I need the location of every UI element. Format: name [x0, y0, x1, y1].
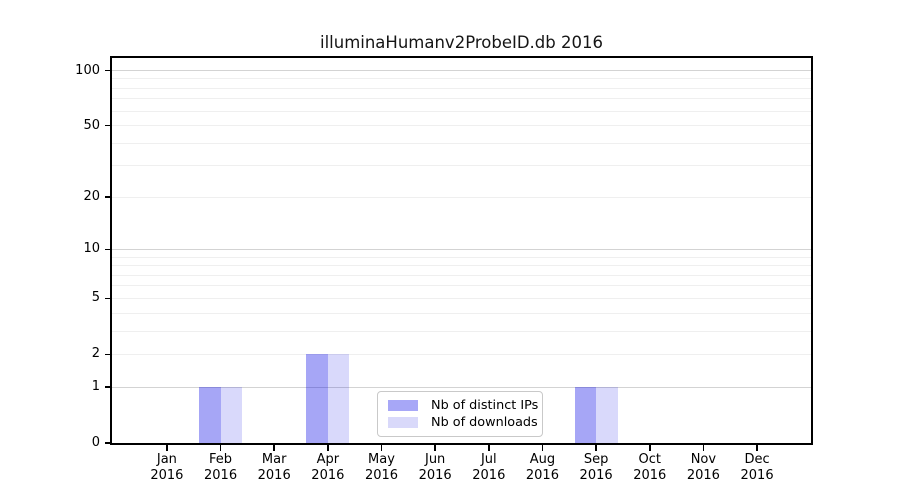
gridline-major [112, 248, 811, 250]
y-tick-label: 5 [91, 290, 100, 306]
bar-nb-of-downloads-feb [220, 387, 243, 443]
x-tick-label: Feb 2016 [190, 452, 252, 483]
gridline-minor [112, 78, 811, 80]
x-tick-label: Nov 2016 [672, 452, 734, 483]
x-tick [595, 444, 597, 451]
y-tick-label: 50 [83, 117, 100, 133]
x-tick-label-month: Jan [156, 452, 177, 467]
x-tick-label-year: 2016 [633, 467, 667, 483]
x-tick-label-year: 2016 [257, 467, 291, 483]
x-tick-label-month: Aug [529, 452, 556, 467]
x-tick-label-month: Mar [261, 452, 287, 467]
legend-label-distinct-ips: Nb of distinct IPs [431, 398, 539, 413]
x-tick-label-year: 2016 [150, 467, 184, 483]
bar-nb-of-distinct-ips-apr [306, 354, 328, 443]
y-tick-label: 100 [75, 62, 100, 78]
x-tick-label-month: Oct [638, 452, 661, 467]
x-tick-label-year: 2016 [204, 467, 238, 483]
x-tick [219, 444, 222, 451]
gridline-minor [112, 274, 811, 276]
bar-nb-of-downloads-sep [596, 387, 618, 443]
plot-area [110, 56, 813, 445]
gridline-major [112, 70, 811, 71]
x-tick [380, 444, 383, 451]
legend-item-distinct-ips: Nb of distinct IPs [388, 398, 538, 413]
x-tick [488, 444, 490, 451]
x-tick [273, 444, 275, 451]
x-tick-label-year: 2016 [740, 467, 774, 483]
legend-label-downloads: Nb of downloads [431, 415, 538, 430]
legend-swatch-distinct-ips [388, 400, 418, 411]
bar-nb-of-distinct-ips-sep [574, 387, 597, 443]
x-tick-label: Mar 2016 [243, 452, 305, 483]
gridline-minor [112, 353, 811, 355]
x-tick-label-year: 2016 [311, 467, 345, 483]
gridline-minor [112, 312, 811, 314]
x-tick [648, 444, 651, 451]
legend: Nb of distinct IPs Nb of downloads [377, 391, 543, 437]
gridline-major [112, 386, 811, 388]
x-tick-label: Aug 2016 [511, 452, 573, 483]
gridline-minor [112, 110, 811, 112]
bar-nb-of-downloads-apr [327, 354, 350, 443]
gridline-minor [112, 142, 811, 144]
x-tick-label-year: 2016 [686, 467, 720, 483]
x-tick [166, 444, 168, 451]
gridline-minor [112, 285, 811, 287]
gridline-minor [112, 98, 811, 100]
y-tick [104, 69, 112, 72]
x-tick-label: Jan 2016 [136, 452, 198, 483]
x-tick-label-year: 2016 [418, 467, 452, 483]
gridline-minor [112, 125, 811, 127]
y-tick-label: 2 [91, 346, 100, 362]
gridline-minor [112, 87, 811, 89]
x-tick-label-year: 2016 [579, 467, 613, 483]
x-tick [327, 444, 329, 451]
x-tick-label-month: Dec [744, 452, 770, 467]
y-tick [104, 248, 112, 251]
x-tick-label-month: Jun [424, 452, 446, 467]
y-tick [104, 442, 112, 444]
x-tick [756, 444, 758, 451]
x-tick [434, 444, 436, 451]
x-tick [541, 444, 544, 451]
x-tick-label: May 2016 [351, 452, 413, 483]
x-tick-label-month: Feb [209, 452, 233, 467]
x-tick [702, 444, 705, 451]
x-tick-label: Dec 2016 [726, 452, 788, 483]
y-tick-label: 0 [91, 435, 100, 450]
y-tick [104, 124, 112, 127]
x-tick-label: Oct 2016 [619, 452, 681, 483]
x-tick-label-month: Nov [690, 452, 717, 467]
x-tick-label: Apr 2016 [297, 452, 359, 483]
gridline-minor [112, 165, 811, 167]
x-tick-label-year: 2016 [472, 467, 506, 483]
gridline-minor [112, 297, 811, 299]
gridline-minor [112, 265, 811, 267]
x-tick-label: Jul 2016 [458, 452, 520, 483]
gridline-minor [112, 196, 811, 198]
x-tick-label-year: 2016 [525, 467, 559, 483]
y-tick [104, 353, 112, 356]
legend-swatch-downloads [388, 417, 418, 428]
y-tick [104, 386, 112, 388]
x-tick-label: Jun 2016 [404, 452, 466, 483]
x-tick-label-month: Sep [583, 452, 609, 467]
legend-item-downloads: Nb of downloads [388, 415, 538, 430]
y-tick-label: 10 [83, 241, 100, 257]
y-tick-label: 20 [83, 189, 100, 205]
x-tick-label-month: Jul [480, 452, 497, 467]
y-tick [104, 196, 112, 199]
x-tick-label-month: May [368, 452, 395, 467]
y-tick-label: 1 [91, 379, 100, 395]
gridline-minor [112, 256, 811, 258]
x-tick-label-year: 2016 [364, 467, 399, 483]
x-tick-label: Sep 2016 [565, 452, 627, 483]
x-tick-label-month: Apr [316, 452, 340, 467]
bar-nb-of-distinct-ips-feb [199, 387, 221, 443]
gridline-minor [112, 330, 811, 332]
chart-title: illuminaHumanv2ProbeID.db 2016 [319, 33, 603, 52]
y-tick [104, 297, 112, 300]
